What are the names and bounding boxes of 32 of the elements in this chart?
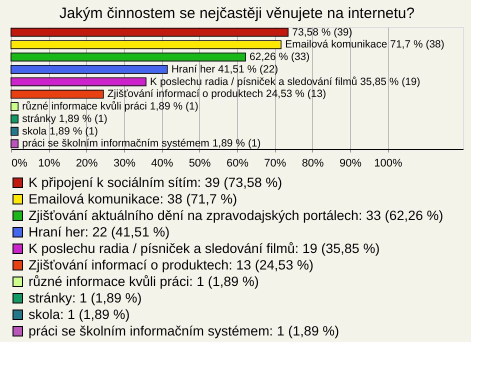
data-label: 62,26 % (33) xyxy=(250,51,310,64)
data-label: K poslechu radia / písniček a sledování filmů 35,85 % (19) xyxy=(150,76,420,88)
chart-title: Jakým činnostem se nejčastěji věnujete na internetu? xyxy=(59,5,415,22)
data-label: stránky 1,89 % (1) xyxy=(22,112,108,125)
legend-label: K poslechu radia / písniček a sledování filmů: 19 (35,85 %) xyxy=(28,240,380,256)
legend-label: různé informace kvůli práci: 1 (1,89 %) xyxy=(28,274,259,289)
x-tick-label: 0% xyxy=(12,158,28,170)
x-tick-label: 10% xyxy=(38,158,60,170)
x-tick-label: 30% xyxy=(113,158,136,170)
x-tick-label: 60% xyxy=(226,158,249,170)
data-label: Zjišťování informací o produktech 24,53 % (13) xyxy=(107,88,326,100)
x-tick-label: 80% xyxy=(302,158,324,170)
data-label: Hraní her 41,51 % (22) xyxy=(171,63,278,76)
x-tick-label: 50% xyxy=(188,158,212,170)
legend-label: Hraní her: 22 (41,51 %) xyxy=(28,224,170,240)
data-label: Emailová komunikace 71,7 % (38) xyxy=(285,38,444,51)
data-label: skola 1,89 % (1) xyxy=(22,125,98,138)
x-tick-label: 90% xyxy=(339,158,362,170)
legend-label: práci se školním informačním systémem: 1 (1,89 %) xyxy=(28,323,340,338)
x-tick-label: 70% xyxy=(264,158,286,170)
data-label: práci se školním informačním systémem 1,89 % (1) xyxy=(22,138,261,150)
x-tick-label: 40% xyxy=(151,158,174,170)
legend-label: K připojení k sociálním sítím: 39 (73,58 %) xyxy=(28,174,282,190)
legend-label: Zjišťování informací o produktech: 13 (24,53 %) xyxy=(28,257,314,272)
data-label: různé informace kvůli práci 1,89 % (1) xyxy=(22,100,198,113)
legend-label: Zjišťování aktuálního dění na zpravodajských portálech: 33 (62,26 %) xyxy=(28,208,444,223)
x-tick-label: 100% xyxy=(374,158,402,170)
x-tick-label: 20% xyxy=(76,158,98,170)
legend-label: Emailová komunikace: 38 (71,7 %) xyxy=(28,191,238,206)
data-label: 73,58 % (39) xyxy=(292,26,352,38)
legend-label: stránky: 1 (1,89 %) xyxy=(28,290,142,306)
legend-label: skola: 1 (1,89 %) xyxy=(28,306,130,322)
